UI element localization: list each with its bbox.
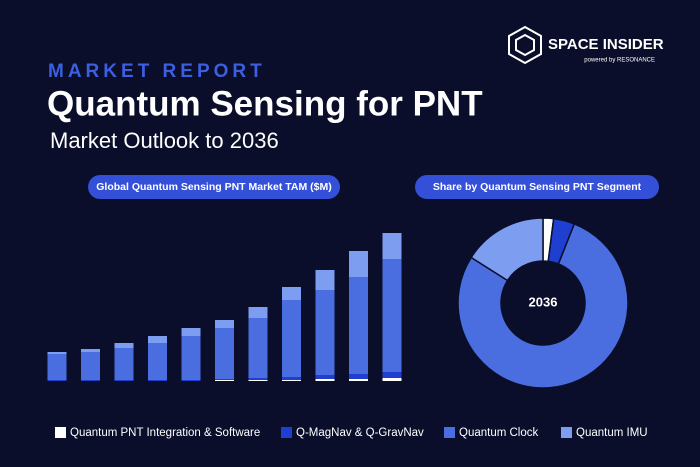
bar-segment [282, 380, 301, 381]
bar-segment [215, 320, 234, 328]
logo-icon-inner [515, 33, 535, 57]
legend-swatch [55, 427, 66, 438]
chart-title: Share by Quantum Sensing PNT Segment [433, 181, 642, 193]
bar-segment [248, 307, 268, 318]
logo-sub: powered by RESONANCE [584, 58, 655, 64]
bar-segment [148, 380, 167, 381]
kicker: MARKET REPORT [48, 61, 266, 82]
bar-segment [81, 352, 100, 380]
bar-segment [349, 251, 368, 277]
subtitle: Market Outlook to 2036 [50, 128, 279, 153]
legend-label: Q-MagNav & Q-GravNav [296, 427, 424, 439]
chart-title-pill [88, 175, 340, 199]
donut-slice [457, 222, 629, 389]
bar-segment [349, 379, 368, 381]
legend-swatch [281, 427, 292, 438]
bar-segment [148, 336, 167, 343]
bar-segment [114, 380, 134, 381]
bar-segment [349, 374, 368, 379]
bar-segment [315, 270, 335, 290]
bar-segment [148, 343, 167, 380]
bar-segment [81, 380, 100, 381]
bar-segment [47, 354, 67, 380]
legend-label: Quantum IMU [576, 427, 648, 439]
donut-center-label: 2036 [529, 294, 558, 309]
bar-segment [215, 328, 234, 379]
bar-segment [215, 380, 234, 381]
bar-segment [181, 336, 201, 380]
bar-segment [282, 287, 301, 300]
bar-segment [282, 300, 301, 377]
bar-segment [349, 277, 368, 374]
bar-segment [248, 380, 268, 381]
bar-segment [382, 259, 402, 372]
title: Quantum Sensing for PNT [47, 84, 483, 123]
chart-title-pill [415, 175, 659, 199]
bar-segment [47, 352, 67, 354]
legend-swatch [561, 427, 572, 438]
legend-label: Quantum Clock [459, 427, 539, 439]
bar-segment [282, 377, 301, 380]
bar-segment [248, 378, 268, 380]
bar-segment [81, 349, 100, 352]
logo: SPACE INSIDER [548, 36, 664, 53]
legend-label: Quantum PNT Integration & Software [70, 427, 260, 439]
bar-segment [47, 380, 67, 381]
bar-segment [382, 233, 402, 259]
bar-segment [114, 348, 134, 380]
bar-segment [315, 290, 335, 375]
bar-segment [315, 379, 335, 381]
bar-segment [248, 318, 268, 378]
bar-segment [114, 343, 134, 348]
bar-segment [215, 379, 234, 380]
bar-segment [315, 375, 335, 379]
chart-title: Global Quantum Sensing PNT Market TAM ($… [96, 181, 332, 193]
bar-segment [181, 328, 201, 336]
bar-segment [382, 378, 402, 381]
donut-slice [470, 217, 544, 282]
bar-segment [181, 380, 201, 381]
legend-swatch [444, 427, 455, 438]
bar-segment [382, 372, 402, 378]
logo-icon [508, 25, 542, 65]
